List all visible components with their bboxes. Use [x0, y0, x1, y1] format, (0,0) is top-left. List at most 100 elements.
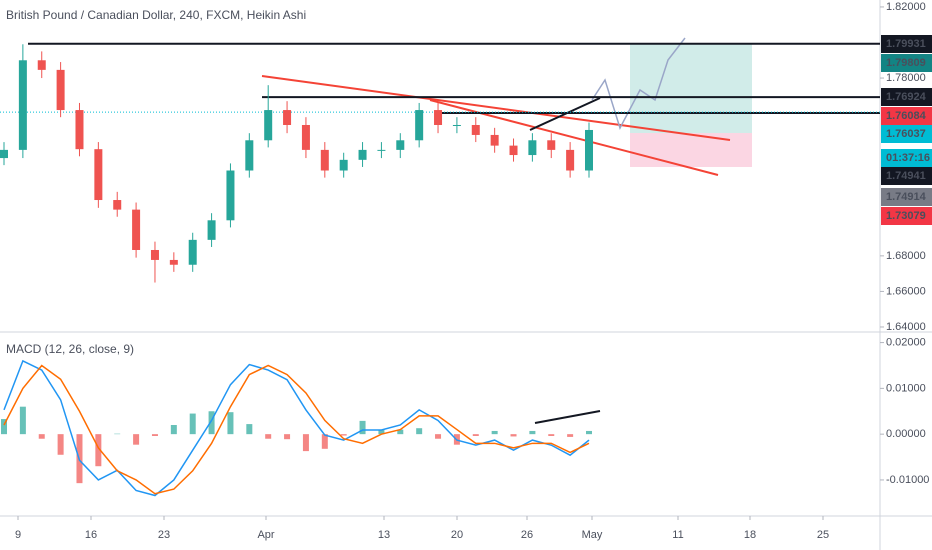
- candle-body: [75, 110, 84, 150]
- price-badge: [881, 188, 932, 206]
- histogram-bar: [151, 434, 158, 436]
- candle-body: [566, 149, 575, 171]
- price-badge: [881, 88, 932, 106]
- candle-body: [264, 110, 273, 141]
- candle-body: [358, 149, 367, 160]
- y-tick-label: 1.66000: [886, 285, 926, 297]
- candle-body: [188, 239, 197, 265]
- histogram-bar: [340, 434, 347, 436]
- price-badge-label: 1.76037: [886, 128, 926, 140]
- candle-body: [434, 110, 443, 125]
- price-badge: [881, 35, 932, 53]
- histogram-bar: [95, 434, 102, 467]
- candle-body: [132, 209, 141, 250]
- x-tick-label: 9: [15, 529, 21, 541]
- candle-body: [56, 69, 65, 111]
- candle-body: [585, 129, 593, 171]
- histogram-bar: [284, 434, 291, 440]
- macd-label: MACD (12, 26, close, 9): [6, 342, 134, 356]
- candle-body: [339, 159, 348, 171]
- forecast-path: [591, 37, 686, 130]
- candle-body: [396, 140, 405, 150]
- trend-line: [261, 75, 731, 141]
- x-tick-label: Apr: [257, 529, 274, 541]
- candle-body: [245, 140, 254, 171]
- price-badge-label: 1.74914: [886, 191, 927, 203]
- price-badge-label: 1.74941: [886, 170, 926, 182]
- y-tick-label: 1.68000: [886, 250, 926, 262]
- price-badge-label: 1.76084: [886, 110, 927, 122]
- macd-line: [3, 359, 590, 497]
- histogram-bar: [472, 434, 479, 436]
- candle-body: [94, 149, 103, 201]
- histogram-bar: [548, 434, 555, 436]
- y-tick-label: 0.01000: [886, 382, 926, 394]
- trend-line: [534, 410, 601, 424]
- candle-body: [18, 60, 27, 150]
- histogram-bar: [208, 411, 215, 435]
- candle-body: [301, 124, 310, 150]
- candle-body: [528, 140, 537, 156]
- price-badge: [881, 207, 932, 225]
- trend-line: [529, 97, 601, 131]
- candle-body: [226, 170, 235, 221]
- price-badge: [881, 107, 932, 125]
- y-tick-label: 1.64000: [886, 321, 926, 333]
- histogram-bar: [170, 425, 177, 435]
- histogram-bar: [38, 434, 45, 439]
- histogram-bar: [265, 434, 272, 439]
- x-tick-label: 16: [85, 529, 97, 541]
- candle-body: [207, 220, 216, 240]
- histogram-bar: [1, 419, 7, 435]
- price-badge: [881, 125, 932, 143]
- candle-body: [415, 110, 424, 141]
- price-badge: [881, 149, 932, 167]
- candle-body: [283, 110, 292, 125]
- histogram-bar: [227, 412, 234, 435]
- macd-line: [3, 364, 590, 495]
- loss-zone: [630, 133, 752, 167]
- y-tick-label: 1.78000: [886, 72, 926, 84]
- histogram-bar: [397, 429, 404, 435]
- candle-body: [547, 140, 556, 150]
- price-badge: [881, 167, 932, 185]
- chart-title: British Pound / Canadian Dollar, 240, FX…: [6, 8, 306, 22]
- histogram-bar: [416, 428, 423, 435]
- x-tick-label: May: [582, 529, 603, 541]
- price-badge-label: 01:37:16: [886, 152, 930, 164]
- x-tick-label: 11: [672, 529, 683, 541]
- profit-zone: [630, 44, 752, 133]
- histogram-bar: [189, 413, 196, 435]
- x-tick-label: 18: [744, 529, 756, 541]
- histogram-bar: [57, 434, 64, 455]
- histogram-bar: [246, 424, 253, 435]
- x-tick-label: 26: [521, 529, 533, 541]
- candle-body: [150, 249, 159, 260]
- histogram-bar: [321, 434, 328, 449]
- candle-body: [169, 259, 178, 265]
- y-tick-label: 0.02000: [886, 336, 926, 348]
- candle-body: [452, 124, 461, 126]
- price-badge: [881, 54, 932, 72]
- histogram-bar: [133, 434, 140, 445]
- candle-body: [471, 124, 480, 135]
- candle-body: [113, 200, 122, 210]
- histogram-bar: [586, 430, 592, 435]
- candle-body: [0, 149, 8, 159]
- histogram-bar: [359, 420, 366, 435]
- histogram-bar: [435, 434, 442, 439]
- price-badge-label: 1.73079: [886, 210, 926, 222]
- histogram-bar: [510, 434, 517, 437]
- y-tick-label: 0.00000: [886, 428, 926, 440]
- histogram-bar: [567, 434, 574, 437]
- candle-body: [377, 149, 386, 151]
- price-badge-label: 1.79809: [886, 57, 926, 69]
- x-tick-label: 13: [378, 529, 390, 541]
- price-badge-label: 1.79931: [886, 38, 926, 50]
- x-tick-label: 23: [158, 529, 170, 541]
- candle-body: [509, 145, 518, 156]
- histogram-bar: [302, 434, 309, 452]
- candle-body: [320, 149, 329, 171]
